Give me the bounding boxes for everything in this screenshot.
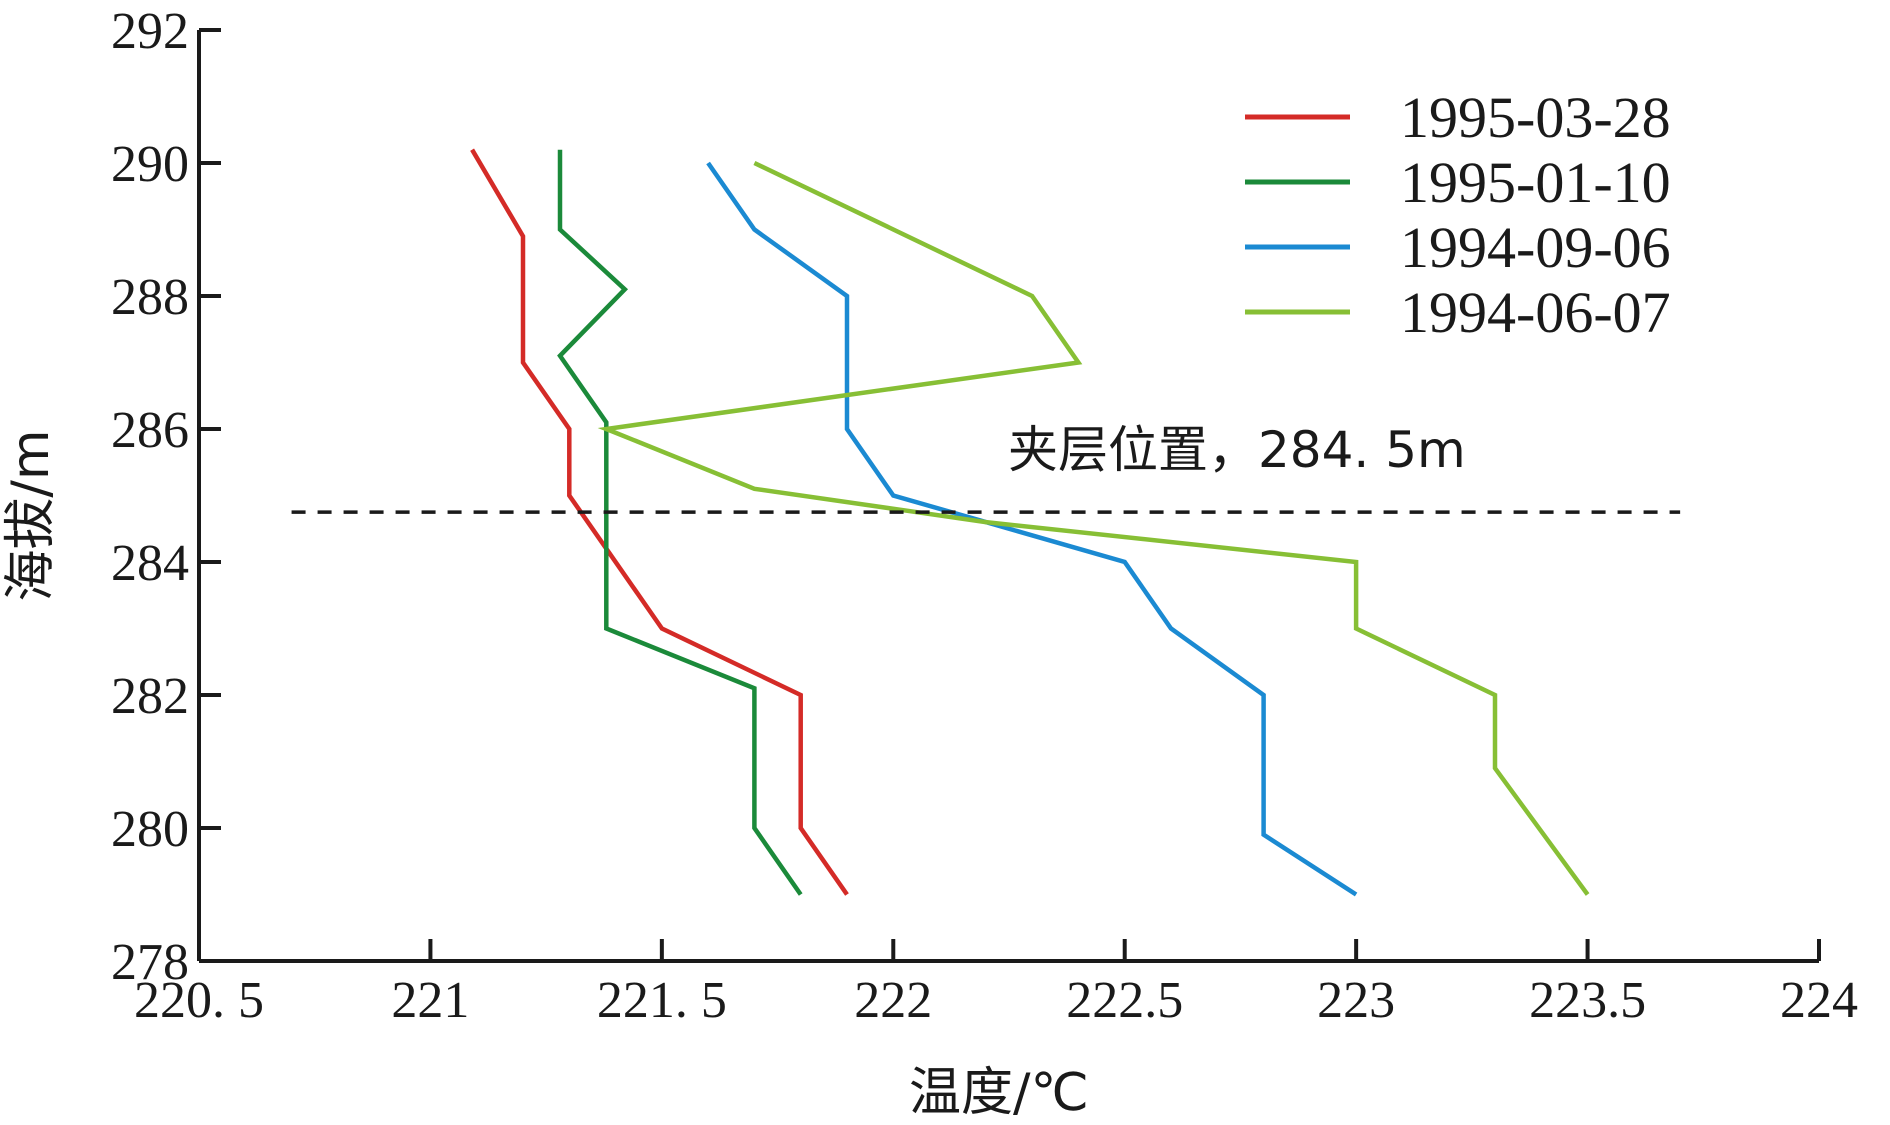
x-axis-title: 温度/℃ [909,1063,1089,1123]
y-tick-label: 286 [111,402,189,459]
x-tick-label: 222.5 [1066,972,1183,1029]
y-axis-title: 海拔/m [1,429,61,601]
x-tick-label: 221 [391,972,469,1029]
x-tick-label: 223.5 [1529,972,1646,1029]
series-line-1994-06-07 [597,160,1590,896]
x-tick-label: 222 [854,972,932,1029]
y-tick-label: 290 [111,136,189,193]
x-tick-label: 223 [1317,972,1395,1029]
x-tick-label: 224 [1780,972,1858,1029]
y-tick-label: 288 [111,269,189,326]
legend-label: 1994-06-07 [1400,280,1671,345]
y-tick-label: 284 [111,535,189,592]
y-tick-label: 292 [111,3,189,60]
series-line-1995-03-28 [470,148,849,896]
legend-label: 1994-09-06 [1400,215,1671,280]
y-tick-label: 282 [111,668,189,725]
x-axis: 220. 5 221 221. 5 222 222.5 223 223.5 224 [134,939,1858,1029]
annotation-label: 夹层位置，284. 5m [1008,421,1466,479]
series-line-1995-01-10 [557,149,803,896]
x-ticks: 220. 5 221 221. 5 222 222.5 223 223.5 224 [134,939,1858,1029]
y-axis: 278 280 282 284 286 288 290 292 [111,3,221,991]
x-tick-label: 221. 5 [597,972,727,1029]
y-ticks: 278 280 282 284 286 288 290 292 [111,3,221,991]
series-layer [470,148,1590,897]
annotation-layer: 夹层位置，284. 5m [291,421,1681,514]
y-tick-label: 280 [111,801,189,858]
x-tick-label: 220. 5 [134,972,264,1029]
legend-label: 1995-01-10 [1400,150,1671,215]
legend-label: 1995-03-28 [1400,85,1671,150]
y-tick-label: 278 [111,934,189,991]
